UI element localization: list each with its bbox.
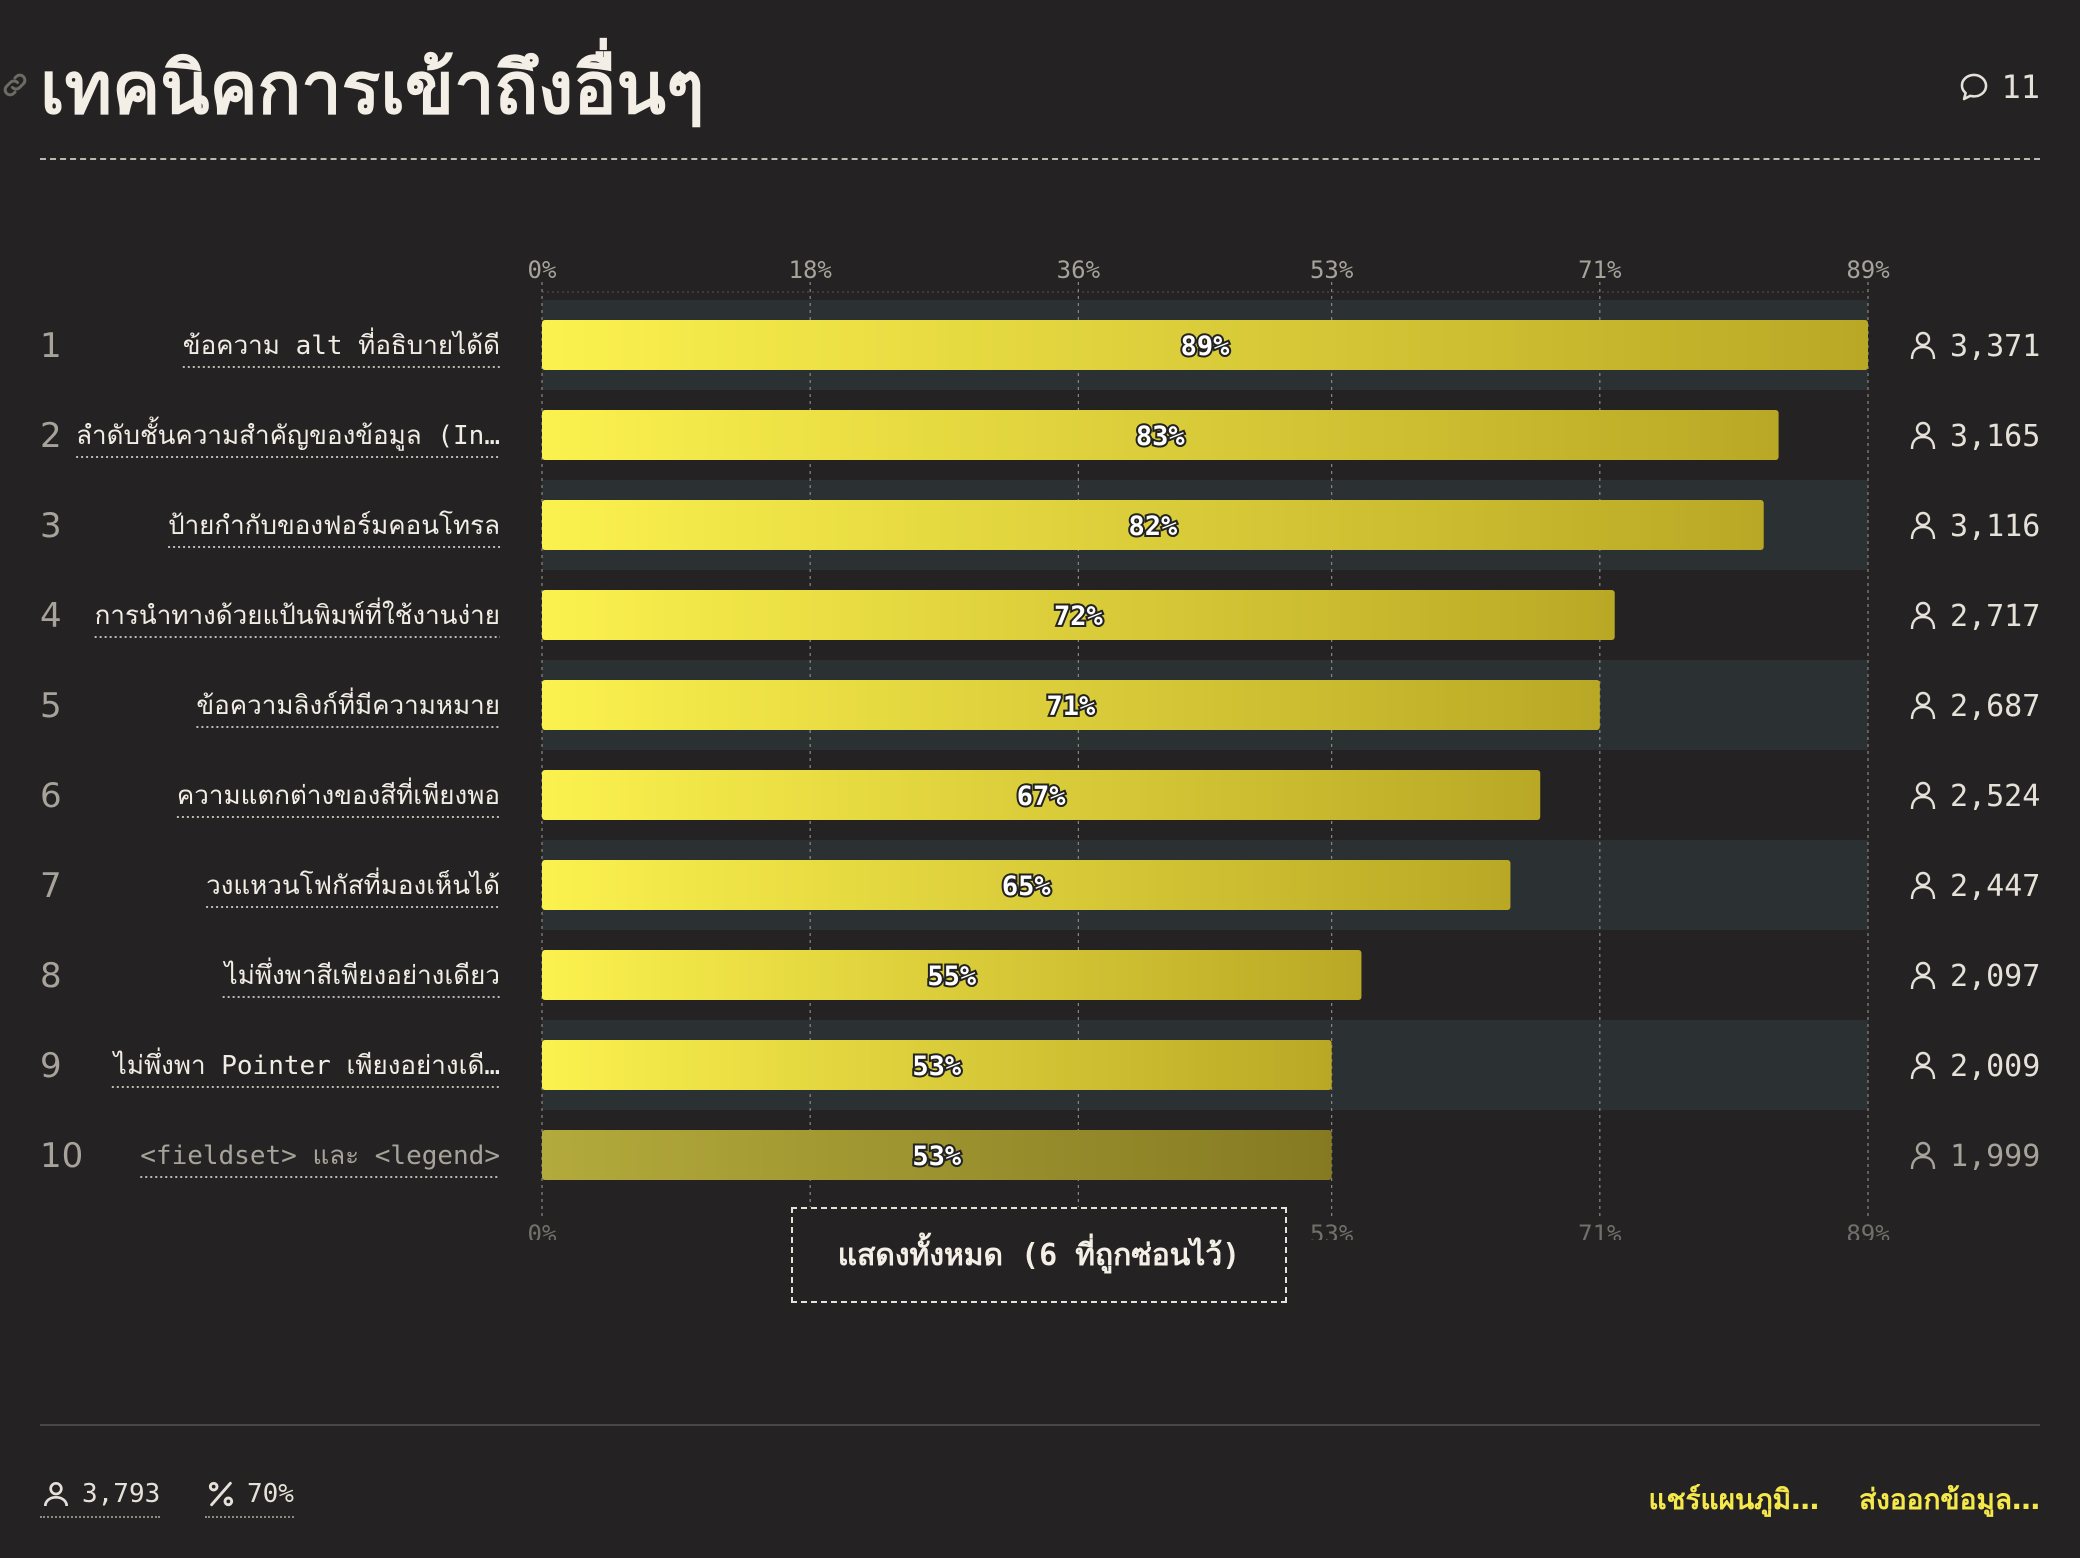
user-icon-body	[1912, 707, 1934, 719]
show-all-button[interactable]: แสดงทั้งหมด (6 ที่ถูกซ่อนไว้)	[791, 1207, 1287, 1303]
rank-label: 5	[40, 686, 62, 726]
user-icon	[1912, 513, 1934, 539]
category-label[interactable]: วงแหวนโฟกัสที่มองเห็นได้	[206, 867, 500, 901]
rank-label: 3	[40, 506, 62, 546]
category-label[interactable]: ลำดับชั้นความสำคัญของข้อมูล (In…	[76, 416, 500, 451]
chart-svg: 0%0%18%18%36%36%53%53%71%71%89%89%1ข้อคว…	[0, 240, 2080, 1240]
respondent-count: 3,116	[1950, 509, 2040, 544]
rank-label: 8	[40, 956, 62, 996]
category-label[interactable]: ข้อความ alt ที่อธิบายได้ดี	[183, 327, 500, 361]
user-icon-body	[1912, 617, 1934, 629]
rank-label: 4	[40, 596, 62, 636]
footer-actions: แชร์แผนภูมิ… ส่งออกข้อมูล…	[1648, 1478, 2040, 1522]
bar-value-label: 71%	[1047, 691, 1097, 722]
chart-header: เทคนิคการเข้าถึงอื่นๆ 11	[40, 40, 2040, 160]
user-icon-body	[1912, 1067, 1934, 1079]
user-icon-head	[1917, 603, 1929, 615]
percent-icon	[205, 1478, 237, 1510]
x-tick-label-top: 0%	[528, 256, 557, 284]
user-icon	[1912, 1053, 1934, 1079]
respondent-count: 2,687	[1950, 689, 2040, 724]
category-label[interactable]: ไม่พึ่งพาสีเพียงอย่างเดียว	[223, 957, 500, 991]
user-icon	[1912, 963, 1934, 989]
percent-value: 70%	[247, 1479, 294, 1509]
respondent-count: 2,524	[1950, 779, 2040, 814]
user-icon-body	[1912, 437, 1934, 449]
bar-value-label: 65%	[1002, 871, 1052, 902]
link-icon[interactable]	[0, 70, 30, 100]
x-tick-label-top: 53%	[1310, 256, 1354, 284]
user-icon-head	[1917, 333, 1929, 345]
bar-value-label: 67%	[1017, 781, 1067, 812]
rank-label: 1	[40, 326, 62, 366]
x-tick-label-bottom: 0%	[528, 1220, 557, 1240]
bar-chart: 0%0%18%18%36%36%53%53%71%71%89%89%1ข้อคว…	[0, 240, 2080, 1240]
chart-footer: 3,793 70% แชร์แผนภูมิ… ส่งออกข้อมูล…	[40, 1424, 2040, 1546]
x-tick-label-bottom: 71%	[1578, 1220, 1622, 1240]
bar-value-label: 53%	[912, 1051, 962, 1082]
comment-count: 11	[2001, 68, 2040, 106]
user-icon	[1912, 873, 1934, 899]
user-icon-body	[1912, 977, 1934, 989]
category-label[interactable]: ไม่พึ่งพา Pointer เพียงอย่างเดี…	[112, 1047, 500, 1081]
bar-value-label: 83%	[1136, 421, 1186, 452]
x-tick-label-bottom: 53%	[1310, 1220, 1354, 1240]
user-icon-head	[1917, 783, 1929, 795]
user-icon	[1912, 1143, 1934, 1169]
respondent-count: 3,165	[1950, 419, 2040, 454]
bar-value-label: 89%	[1181, 331, 1231, 362]
category-label[interactable]: การนำทางด้วยแป้นพิมพ์ที่ใช้งานง่าย	[95, 597, 500, 631]
user-icon-head	[1917, 693, 1929, 705]
x-tick-label-top: 71%	[1578, 256, 1622, 284]
bar-value-label: 72%	[1054, 601, 1104, 632]
user-icon-head	[1917, 423, 1929, 435]
rank-label: 6	[40, 776, 62, 816]
respondents-count: 3,793	[82, 1479, 160, 1509]
x-tick-label-top: 18%	[789, 256, 833, 284]
user-icon-head	[1917, 1143, 1929, 1155]
user-icon	[1912, 423, 1934, 449]
user-icon-head	[1917, 873, 1929, 885]
bar-value-label: 55%	[927, 961, 977, 992]
respondent-count: 1,999	[1950, 1139, 2040, 1174]
rank-label: 9	[40, 1046, 62, 1086]
user-icon-body	[1912, 887, 1934, 899]
user-icon	[40, 1478, 72, 1510]
user-icon	[1912, 603, 1934, 629]
bar-value-label: 82%	[1128, 511, 1178, 542]
comment-icon	[1957, 70, 1991, 104]
respondent-count: 2,447	[1950, 869, 2040, 904]
rank-label: 10	[40, 1136, 83, 1176]
respondent-count: 2,097	[1950, 959, 2040, 994]
rank-label: 7	[40, 866, 62, 906]
user-icon-body	[1912, 797, 1934, 809]
x-tick-label-top: 36%	[1057, 256, 1101, 284]
respondent-count: 3,371	[1950, 329, 2040, 364]
percent-stat[interactable]: 70%	[205, 1478, 294, 1518]
category-label[interactable]: <fieldset> และ <legend>	[140, 1141, 500, 1171]
x-tick-label-top: 89%	[1846, 256, 1890, 284]
comments-button[interactable]: 11	[1957, 68, 2040, 106]
category-label[interactable]: ป้ายกำกับของฟอร์มคอนโทรล	[168, 510, 500, 541]
category-label[interactable]: ข้อความลิงก์ที่มีความหมาย	[196, 687, 500, 721]
share-chart-link[interactable]: แชร์แผนภูมิ…	[1648, 1478, 1819, 1522]
respondent-count: 2,009	[1950, 1049, 2040, 1084]
user-icon-body	[1912, 527, 1934, 539]
user-icon	[1912, 783, 1934, 809]
user-icon-head	[1917, 963, 1929, 975]
rank-label: 2	[40, 416, 62, 456]
chart-title: เทคนิคการเข้าถึงอื่นๆ	[40, 40, 704, 136]
user-icon-head	[1917, 1053, 1929, 1065]
user-icon-head	[1917, 513, 1929, 525]
user-icon-body	[1912, 1157, 1934, 1169]
bar-value-label: 53%	[912, 1141, 962, 1172]
category-label[interactable]: ความแตกต่างของสีที่เพียงพอ	[177, 777, 500, 811]
user-icon	[1912, 693, 1934, 719]
user-icon-body	[1912, 347, 1934, 359]
export-data-link[interactable]: ส่งออกข้อมูล…	[1859, 1478, 2040, 1522]
respondents-stat[interactable]: 3,793	[40, 1478, 160, 1518]
x-tick-label-bottom: 89%	[1846, 1220, 1890, 1240]
user-icon	[1912, 333, 1934, 359]
respondent-count: 2,717	[1950, 599, 2040, 634]
